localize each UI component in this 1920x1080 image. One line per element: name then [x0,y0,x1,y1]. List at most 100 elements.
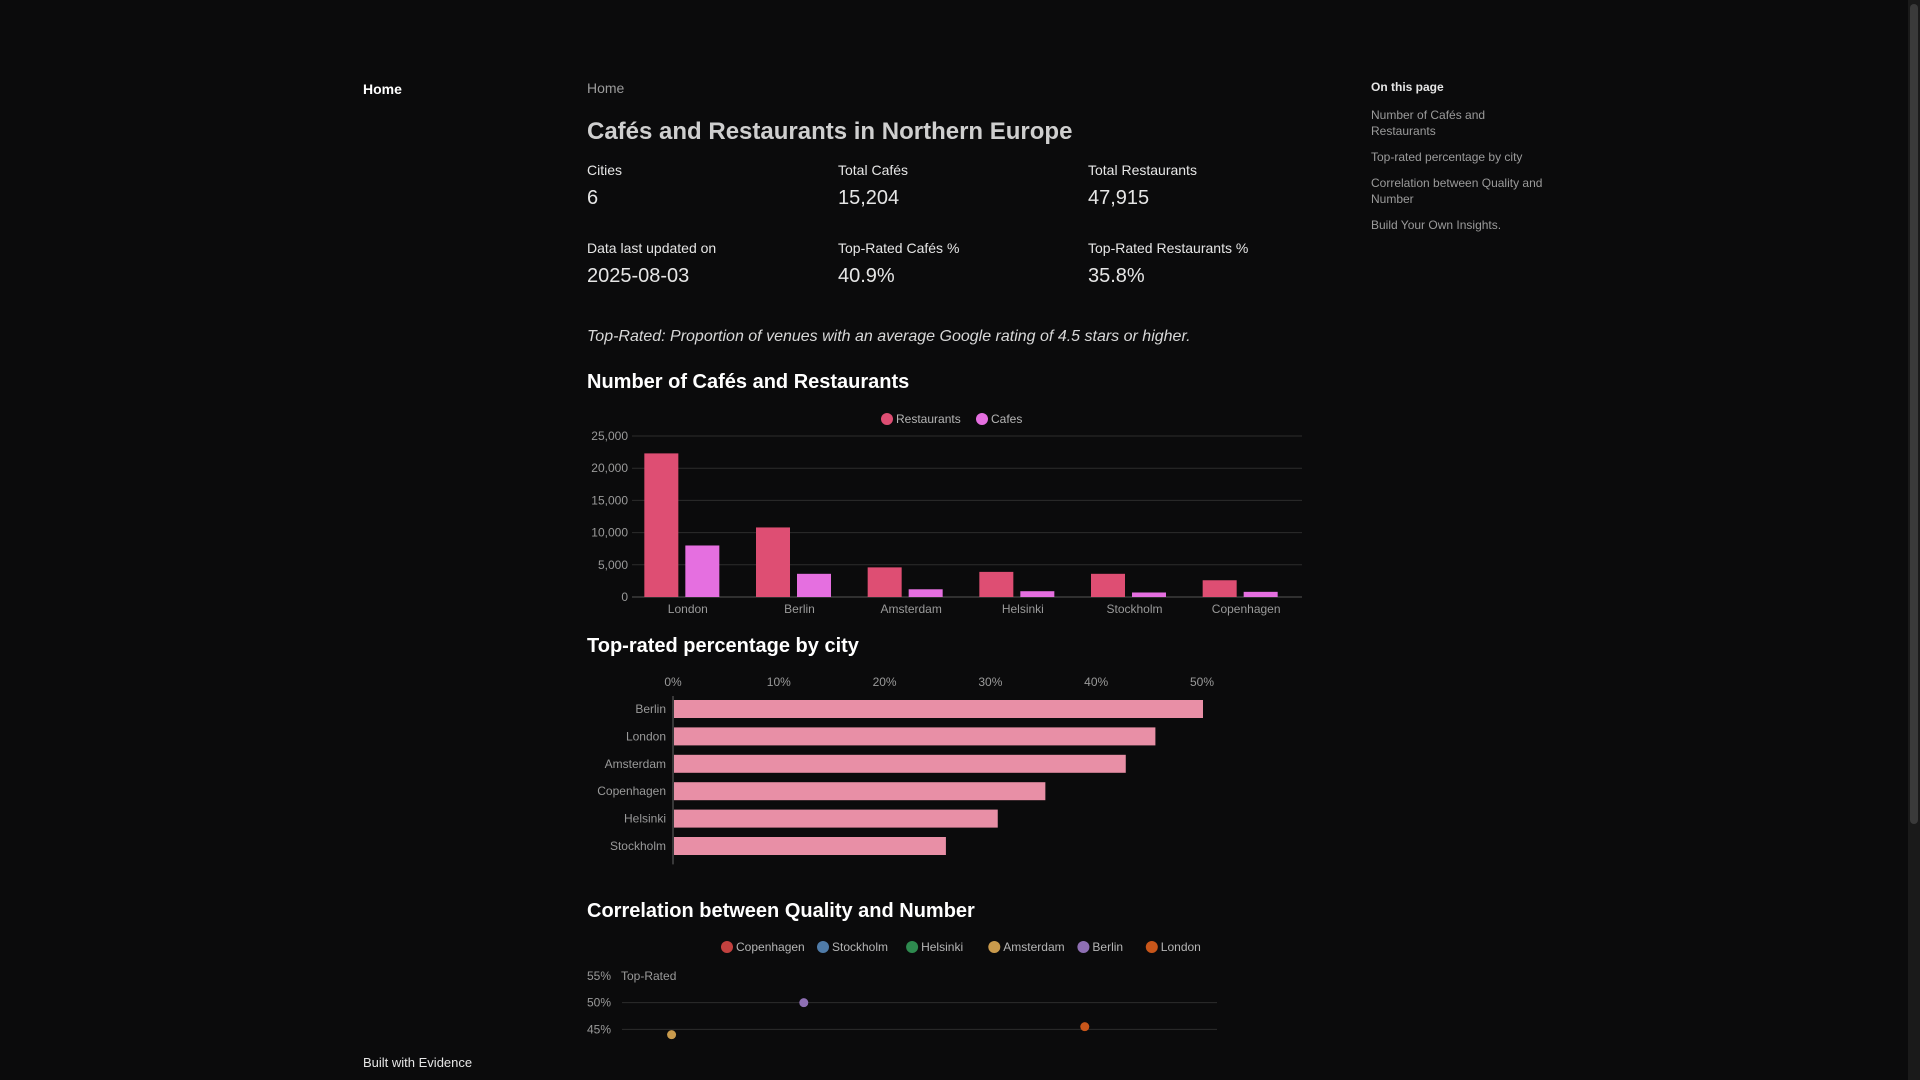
y-tick-label: 25,000 [591,429,628,443]
kpi-value: 47,915 [1088,187,1150,209]
page-scrollbar[interactable] [1908,0,1920,1080]
bar-toprated-helsinki [674,809,998,828]
legend-marker-berlin [1077,941,1090,953]
on-this-page-toc: On this page Number of Cafés and Restaur… [1371,80,1546,233]
kpi-value: 35.8% [1088,265,1145,287]
bar-restaurants-berlin [756,527,790,597]
x-tick-label: Stockholm [1106,602,1162,616]
x-tick-label: Copenhagen [1212,602,1281,616]
bar-cafes-copenhagen [1243,591,1278,597]
bar-toprated-london [674,727,1156,746]
built-with-evidence-link[interactable]: Built with Evidence [363,1055,473,1070]
bar-cafes-berlin [797,573,831,597]
kpi-label: Total Restaurants [1088,162,1197,178]
kpi-grid: Cities 6 Total Cafés 15,204 Total Restau… [587,162,1302,288]
bar-toprated-berlin [674,700,1203,718]
y-tick-label: Berlin [635,702,666,716]
toc-item-counts[interactable]: Number of Cafés and Restaurants [1371,108,1486,138]
legend-label-copenhagen: Copenhagen [736,940,805,954]
bar-cafes-london [685,545,720,597]
kpi-label: Total Cafés [838,162,909,178]
toprated-hbar-chart: 0% 10% 20% 30% 40% 50% Berlin London Amsterdam Co… [597,675,1214,865]
section-heading-toprated: Top-rated percentage by city [587,635,859,657]
y-tick-label: 0 [621,590,628,604]
bar-restaurants-london [644,453,679,597]
y-tick-label: 20,000 [591,461,628,475]
kpi-last-updated: Data last updated on 2025-08-03 [587,240,838,288]
y-tick-label: 10,000 [591,526,628,540]
legend-label-amsterdam: Amsterdam [1003,940,1064,954]
toc-item-build-insights[interactable]: Build Your Own Insights. [1371,218,1502,232]
section-heading-counts: Number of Cafés and Restaurants [587,371,910,393]
breadcrumb[interactable]: Home [587,80,625,96]
legend-label-london: London [1161,940,1201,954]
kpi-value: 6 [587,187,599,209]
y-tick-label: Amsterdam [605,757,666,771]
bar-toprated-stockholm [674,837,946,855]
y-tick-label: Stockholm [610,839,666,853]
x-tick-label: 30% [978,675,1002,689]
legend-label-stockholm: Stockholm [832,940,888,954]
legend-marker-copenhagen [721,941,733,953]
y-tick-label: 5,000 [598,558,628,572]
legend-marker-restaurants [881,413,893,425]
legend-marker-london [1145,941,1158,953]
scatter-point-berlin [799,998,809,1008]
y-tick-label: 15,000 [591,493,628,507]
bar-restaurants-helsinki [979,571,1014,597]
kpi-total-cafes: Total Cafés 15,204 [838,162,1088,210]
x-tick-label: 10% [767,675,791,689]
x-tick-label: Helsinki [1002,602,1044,616]
kpi-toprated-restaurants: Top-Rated Restaurants % 35.8% [1088,240,1302,288]
scatter-point-london [1080,1022,1090,1032]
x-tick-label: Berlin [784,602,815,616]
toc-item-toprated[interactable]: Top-rated percentage by city [1371,150,1523,164]
kpi-label: Data last updated on [587,240,717,256]
y-axis-title: Top-Rated [621,969,676,983]
bar-restaurants-amsterdam [867,567,902,597]
bar-cafes-amsterdam [908,589,943,597]
scrollbar-thumb[interactable] [1910,4,1918,824]
bar-restaurants-stockholm [1091,573,1125,597]
toc-item-correlation[interactable]: Correlation between Quality and Number [1371,176,1543,206]
y-tick-label: London [626,729,666,743]
kpi-value: 2025-08-03 [587,265,690,287]
kpi-value: 40.9% [838,265,895,287]
kpi-label: Top-Rated Restaurants % [1088,240,1249,256]
legend-label-restaurants: Restaurants [896,412,961,426]
section-heading-correlation: Correlation between Quality and Number [587,900,975,922]
kpi-label: Top-Rated Cafés % [838,240,960,256]
x-tick-label: Amsterdam [880,602,941,616]
kpi-total-restaurants: Total Restaurants 47,915 [1088,162,1302,210]
toc-title: On this page [1371,80,1444,94]
y-tick-label: Helsinki [624,812,666,826]
kpi-toprated-cafes: Top-Rated Cafés % 40.9% [838,240,1088,288]
y-tick-label: Copenhagen [597,784,666,798]
main-content: Home Cafés and Restaurants in Northern E… [587,80,1302,1049]
legend-marker-cafes [976,413,988,425]
kpi-label: Cities [587,162,623,178]
counts-bar-chart: Restaurants Cafes 0 5,000 10,000 15,000 20,000… [591,412,1302,616]
x-tick-label: London [668,602,708,616]
y-tick-label: 45% [587,1022,611,1036]
kpi-value: 15,204 [838,187,900,209]
bar-restaurants-copenhagen [1202,580,1237,597]
correlation-scatter-chart: Copenhagen Stockholm Helsinki Amsterdam Berl… [587,940,1217,1040]
y-tick-label: 50% [587,996,611,1010]
top-rated-note: Top-Rated: Proportion of venues with an … [587,328,1191,345]
legend-label-berlin: Berlin [1092,940,1123,954]
bar-cafes-stockholm [1132,592,1166,597]
legend-marker-helsinki [906,941,919,953]
scatter-point-amsterdam [667,1030,677,1040]
bar-toprated-copenhagen [674,782,1046,801]
y-tick-label: 55% [587,969,611,983]
x-tick-label: 0% [664,675,682,689]
legend-marker-amsterdam [988,941,1001,953]
x-tick-label: 50% [1190,675,1214,689]
legend-label-helsinki: Helsinki [921,940,963,954]
page-title: Cafés and Restaurants in Northern Europe [587,118,1073,145]
bar-toprated-amsterdam [674,754,1126,773]
sidebar-home-link[interactable]: Home [363,81,402,97]
bar-cafes-helsinki [1020,591,1055,597]
